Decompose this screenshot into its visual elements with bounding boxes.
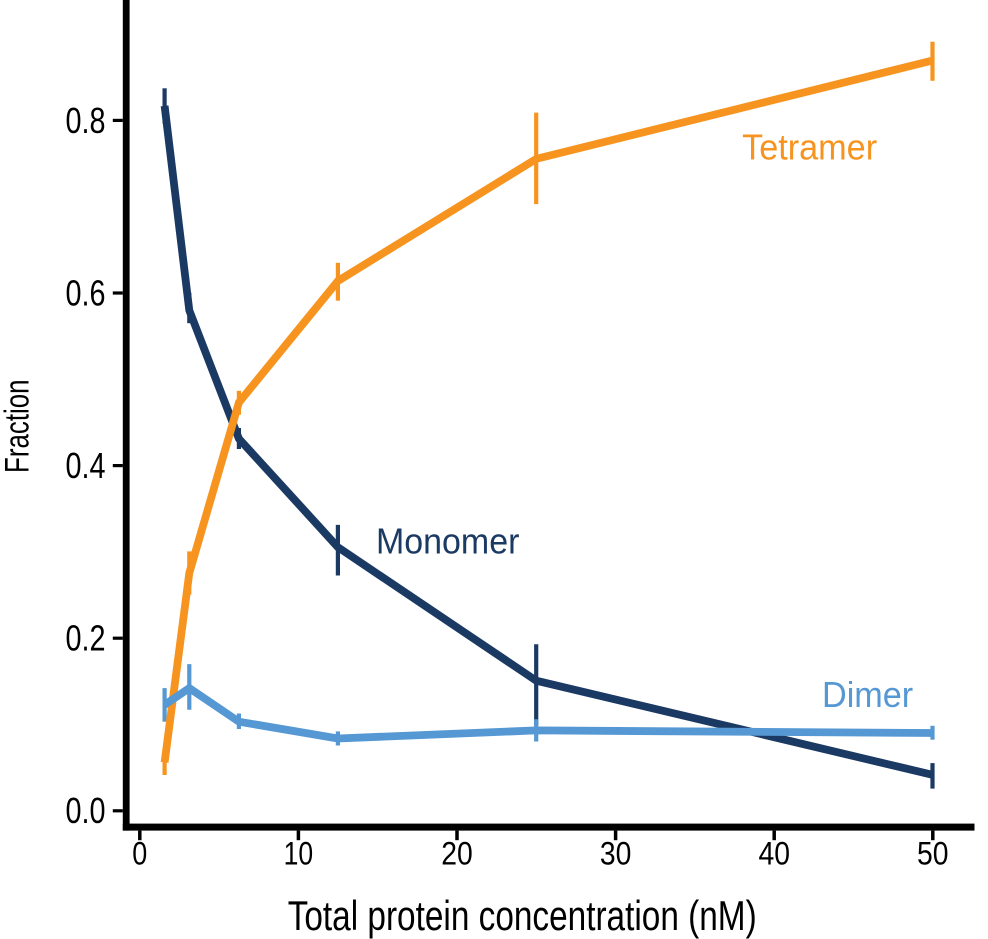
svg-text:0.8: 0.8 (66, 100, 106, 141)
svg-text:30: 30 (600, 836, 632, 872)
svg-text:40: 40 (758, 836, 790, 872)
svg-text:Dimer: Dimer (822, 674, 913, 715)
svg-text:10: 10 (284, 836, 314, 872)
svg-text:Fraction: Fraction (0, 379, 36, 473)
svg-text:0: 0 (132, 836, 147, 872)
svg-text:0.2: 0.2 (66, 618, 106, 659)
svg-text:Total protein concentration (n: Total protein concentration (nM) (288, 892, 757, 939)
svg-text:Tetramer: Tetramer (742, 127, 877, 168)
svg-text:0.6: 0.6 (66, 272, 106, 313)
svg-text:Monomer: Monomer (376, 520, 519, 561)
svg-text:0.4: 0.4 (66, 445, 106, 486)
svg-text:0.0: 0.0 (66, 790, 106, 831)
svg-text:50: 50 (917, 836, 949, 872)
svg-text:20: 20 (441, 836, 473, 872)
